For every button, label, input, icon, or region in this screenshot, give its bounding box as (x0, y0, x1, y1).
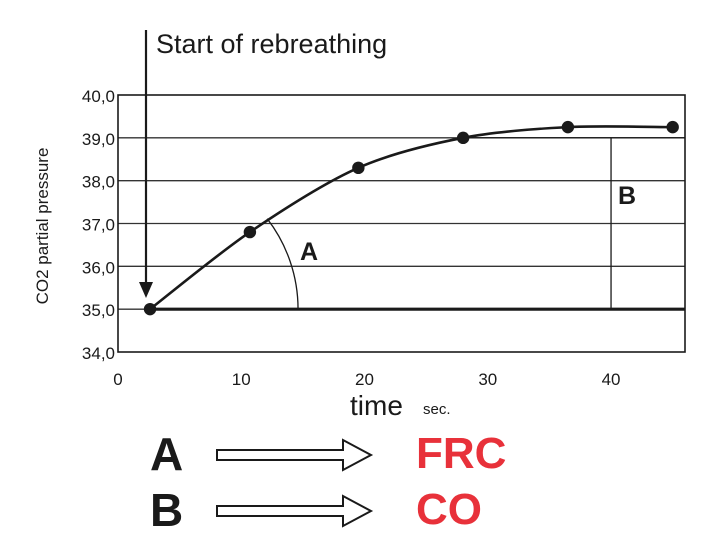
plot-border (117, 94, 686, 353)
data-point (143, 302, 157, 316)
x-axis-label: time (350, 390, 403, 421)
annotation-label-b: B (618, 182, 636, 210)
series-group (143, 120, 679, 316)
x-tick-labels: 0 10 20 30 40 (113, 370, 620, 389)
data-point (666, 120, 679, 134)
rebreathing-arrow-head (139, 282, 153, 298)
rebreathing-annotation: Start of rebreathing (156, 29, 387, 59)
legend-letter-b: B (150, 484, 184, 536)
x-tick-label: 20 (355, 370, 374, 389)
y-tick-label: 34,0 (82, 344, 115, 363)
y-tick-labels: 34,0 35,0 36,0 37,0 38,0 39,0 40,0 (82, 87, 115, 363)
y-axis-label: CO2 partial pressure (33, 148, 52, 305)
x-axis-unit: sec. (423, 401, 451, 418)
legend-result-frc: FRC (416, 429, 507, 478)
x-tick-label: 10 (232, 370, 251, 389)
x-tick-label: 30 (478, 370, 497, 389)
grid-lines (118, 137, 685, 310)
y-tick-label: 38,0 (82, 173, 115, 192)
data-point (561, 120, 575, 134)
legend-letter-a: A (150, 428, 184, 480)
y-tick-label: 40,0 (82, 87, 115, 106)
y-tick-label: 37,0 (82, 216, 115, 235)
y-tick-label: 35,0 (82, 301, 115, 320)
x-tick-label: 0 (113, 370, 122, 389)
y-tick-label: 36,0 (82, 258, 115, 277)
angle-arc (266, 218, 299, 310)
annotation-label-a: A (300, 238, 318, 266)
series-line (149, 125, 673, 311)
plot-frame (117, 94, 686, 353)
x-tick-label: 40 (602, 370, 621, 389)
data-point (243, 225, 257, 239)
legend-result-co: CO (416, 485, 482, 534)
data-point (352, 161, 365, 175)
co2-rebreathing-chart: 34,0 35,0 36,0 37,0 38,0 39,0 40,0 0 10 20 30 40 A… (33, 29, 686, 421)
y-tick-label: 39,0 (82, 130, 115, 149)
hollow-arrow-icon (216, 438, 374, 472)
hollow-arrow-icon (216, 494, 374, 528)
annotations-group: AB (266, 137, 685, 310)
